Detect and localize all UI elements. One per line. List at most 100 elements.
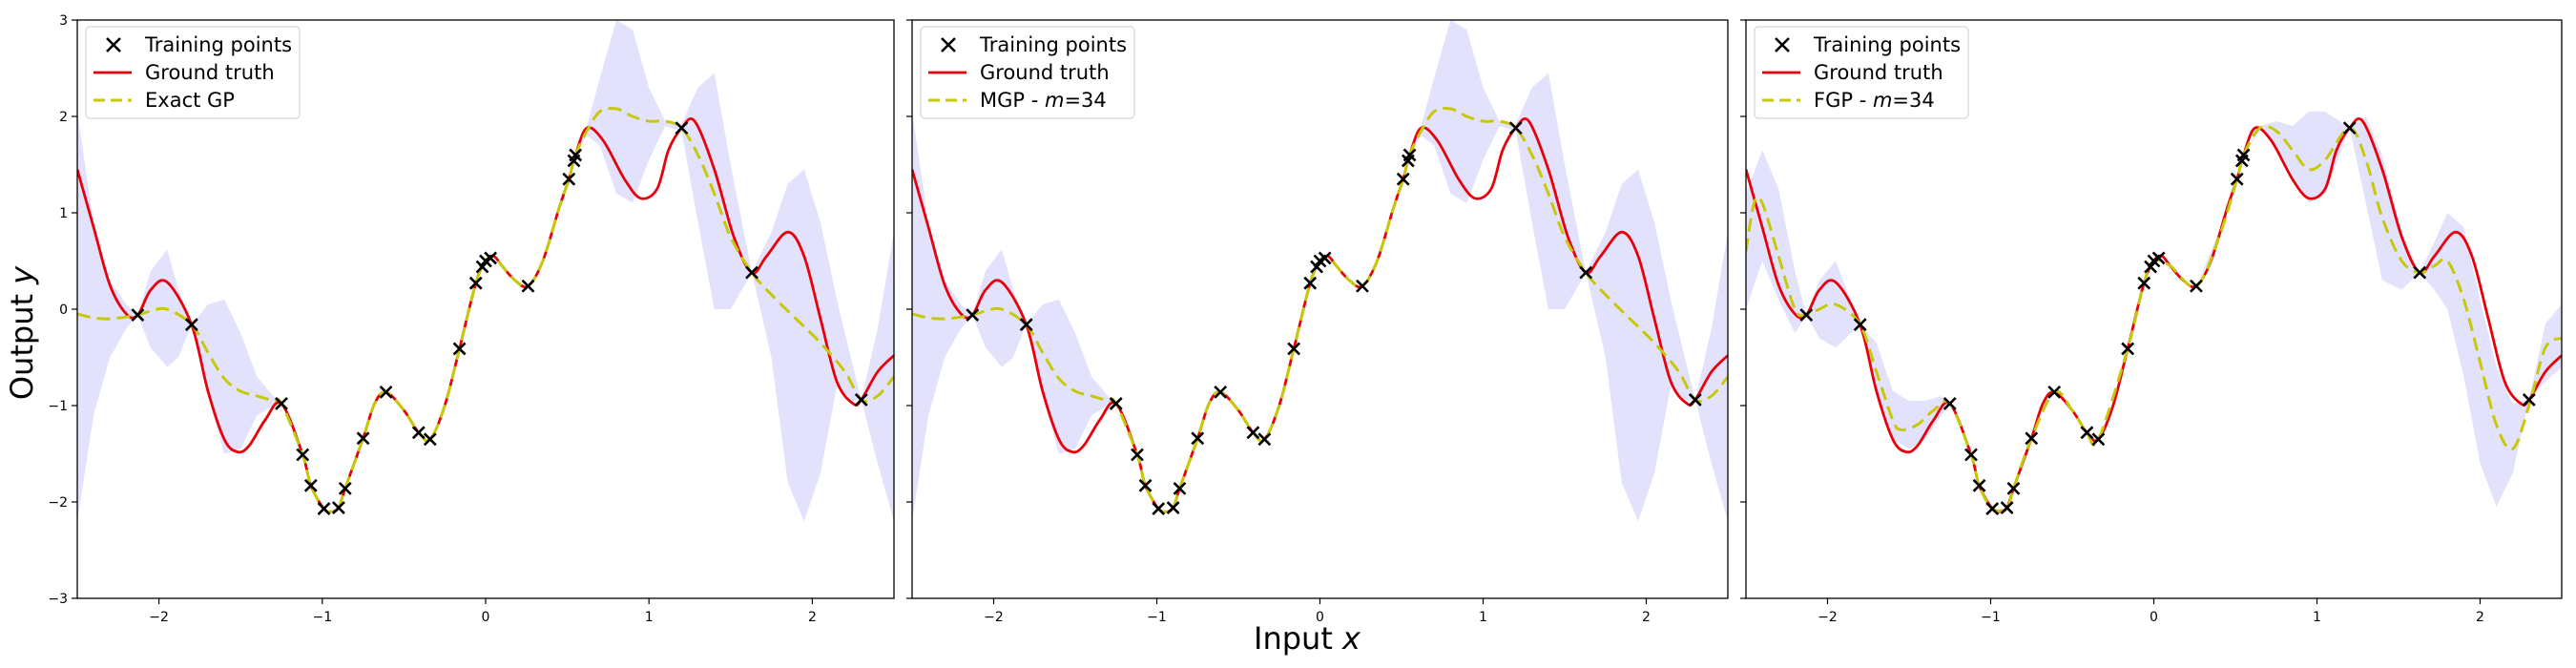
x-tick-label: −1 [1981, 610, 2001, 625]
y-axis-title-text: Output [4, 284, 40, 400]
prediction-series [1746, 124, 2562, 512]
training-point [1508, 121, 1523, 136]
training-point [356, 431, 370, 446]
training-point [1214, 385, 1228, 399]
legend: Training points Ground truth MGP - m=34 [920, 26, 1135, 119]
training-point [2000, 501, 2014, 514]
training-point [1303, 276, 1318, 290]
legend-label-tail: =34 [1892, 89, 1934, 112]
prediction-line [912, 106, 1728, 513]
legend-marker-training [941, 37, 956, 52]
uncertainty-band-area [912, 20, 1728, 522]
panel-mgp: −2 −1 0 1 2 Training points Ground truth MGP -… [906, 19, 1729, 625]
prediction-series [77, 106, 894, 513]
legend-box [920, 26, 1135, 119]
uncertainty-band [1746, 111, 2562, 510]
training-point [184, 318, 198, 332]
training-point [854, 393, 868, 407]
legend-box [85, 26, 301, 119]
training-point [2137, 276, 2151, 290]
y-tick-label: 1 [59, 206, 68, 221]
uncertainty-band-area [1746, 111, 2562, 510]
training-point [2522, 393, 2536, 407]
training-point [2006, 481, 2021, 495]
training-point [1287, 342, 1301, 356]
training-point [484, 251, 498, 265]
x-tick-label: 1 [2313, 610, 2321, 625]
training-point [1246, 426, 1260, 440]
panel-exact-gp: −2 −1 0 1 2 −3 −2 −1 0 1 2 3 Training points Ground … [48, 13, 895, 625]
training-point [966, 308, 980, 322]
training-point [1985, 502, 2000, 515]
training-point [562, 172, 576, 186]
axes: −2 −1 0 1 2 [906, 19, 1729, 625]
training-point [1152, 502, 1166, 515]
training-point [1019, 318, 1033, 332]
x-tick-label: 2 [2476, 610, 2484, 625]
x-axis-title-var: x [1341, 620, 1361, 657]
legend-label: Ground truth [1814, 61, 1943, 84]
training-point [2151, 251, 2166, 265]
legend-marker-training [1775, 37, 1790, 52]
x-tick-label: 1 [1479, 610, 1487, 625]
x-tick-label: −2 [149, 610, 169, 625]
legend-label: Exact GP [145, 89, 235, 112]
x-tick-label: −1 [1147, 610, 1167, 625]
legend-label: Training points [1813, 33, 1961, 56]
legend-label-tail: =34 [1064, 89, 1106, 112]
legend-label: MGP - m=34 [980, 89, 1107, 112]
x-tick-label: −1 [312, 610, 332, 625]
x-tick-label: 0 [482, 610, 490, 625]
training-point [452, 342, 467, 356]
training-point [303, 478, 318, 492]
training-point [423, 432, 437, 447]
x-axis-title: Input x [1254, 620, 1361, 657]
x-tick-label: 0 [2150, 610, 2158, 625]
training-point [468, 276, 483, 290]
training-point [521, 279, 535, 293]
axes: −2 −1 0 1 2 [1740, 19, 2563, 625]
training-point [2413, 265, 2427, 280]
training-point [338, 481, 352, 495]
x-tick-label: 0 [1316, 610, 1324, 625]
uncertainty-band [912, 20, 1728, 522]
training-point [569, 148, 583, 162]
x-tick-label: −2 [984, 610, 1004, 625]
training-point [1191, 431, 1205, 446]
training-point [1799, 308, 1814, 322]
y-tick-label: −3 [48, 592, 68, 607]
x-tick-label: 1 [645, 610, 654, 625]
y-tick-label: −2 [48, 495, 68, 511]
training-point [2342, 121, 2357, 136]
training-point [1972, 478, 1986, 492]
training-point [2121, 342, 2135, 356]
training-point [275, 397, 288, 410]
prediction-line [77, 106, 894, 513]
y-axis-title: Output y [4, 265, 40, 400]
training-point [1964, 448, 1978, 462]
x-tick-label: 2 [808, 610, 817, 625]
legend: Training points Ground truth FGP - m=34 [1754, 26, 1969, 119]
training-point [1131, 448, 1144, 462]
legend-marker-training [106, 37, 121, 52]
training-point [2091, 432, 2106, 447]
training-point [1402, 148, 1417, 162]
y-axis-title-var: y [4, 265, 40, 285]
training-point [1396, 172, 1410, 186]
uncertainty-band [77, 20, 894, 522]
axes: −2 −1 0 1 2 −3 −2 −1 0 1 2 3 [48, 13, 895, 625]
training-point [2047, 385, 2062, 399]
legend-box [1754, 26, 1969, 119]
training-point [2236, 148, 2251, 162]
training-point [1257, 432, 1272, 447]
y-tick-label: 0 [59, 303, 68, 318]
training-point [296, 448, 310, 462]
x-axis-title-text: Input [1254, 620, 1342, 657]
training-points [1799, 121, 2536, 515]
training-point [1688, 393, 1702, 407]
y-tick-label: 2 [59, 110, 68, 125]
training-point [745, 265, 758, 280]
training-point [1356, 279, 1369, 293]
ground-truth-series [1746, 117, 2562, 513]
